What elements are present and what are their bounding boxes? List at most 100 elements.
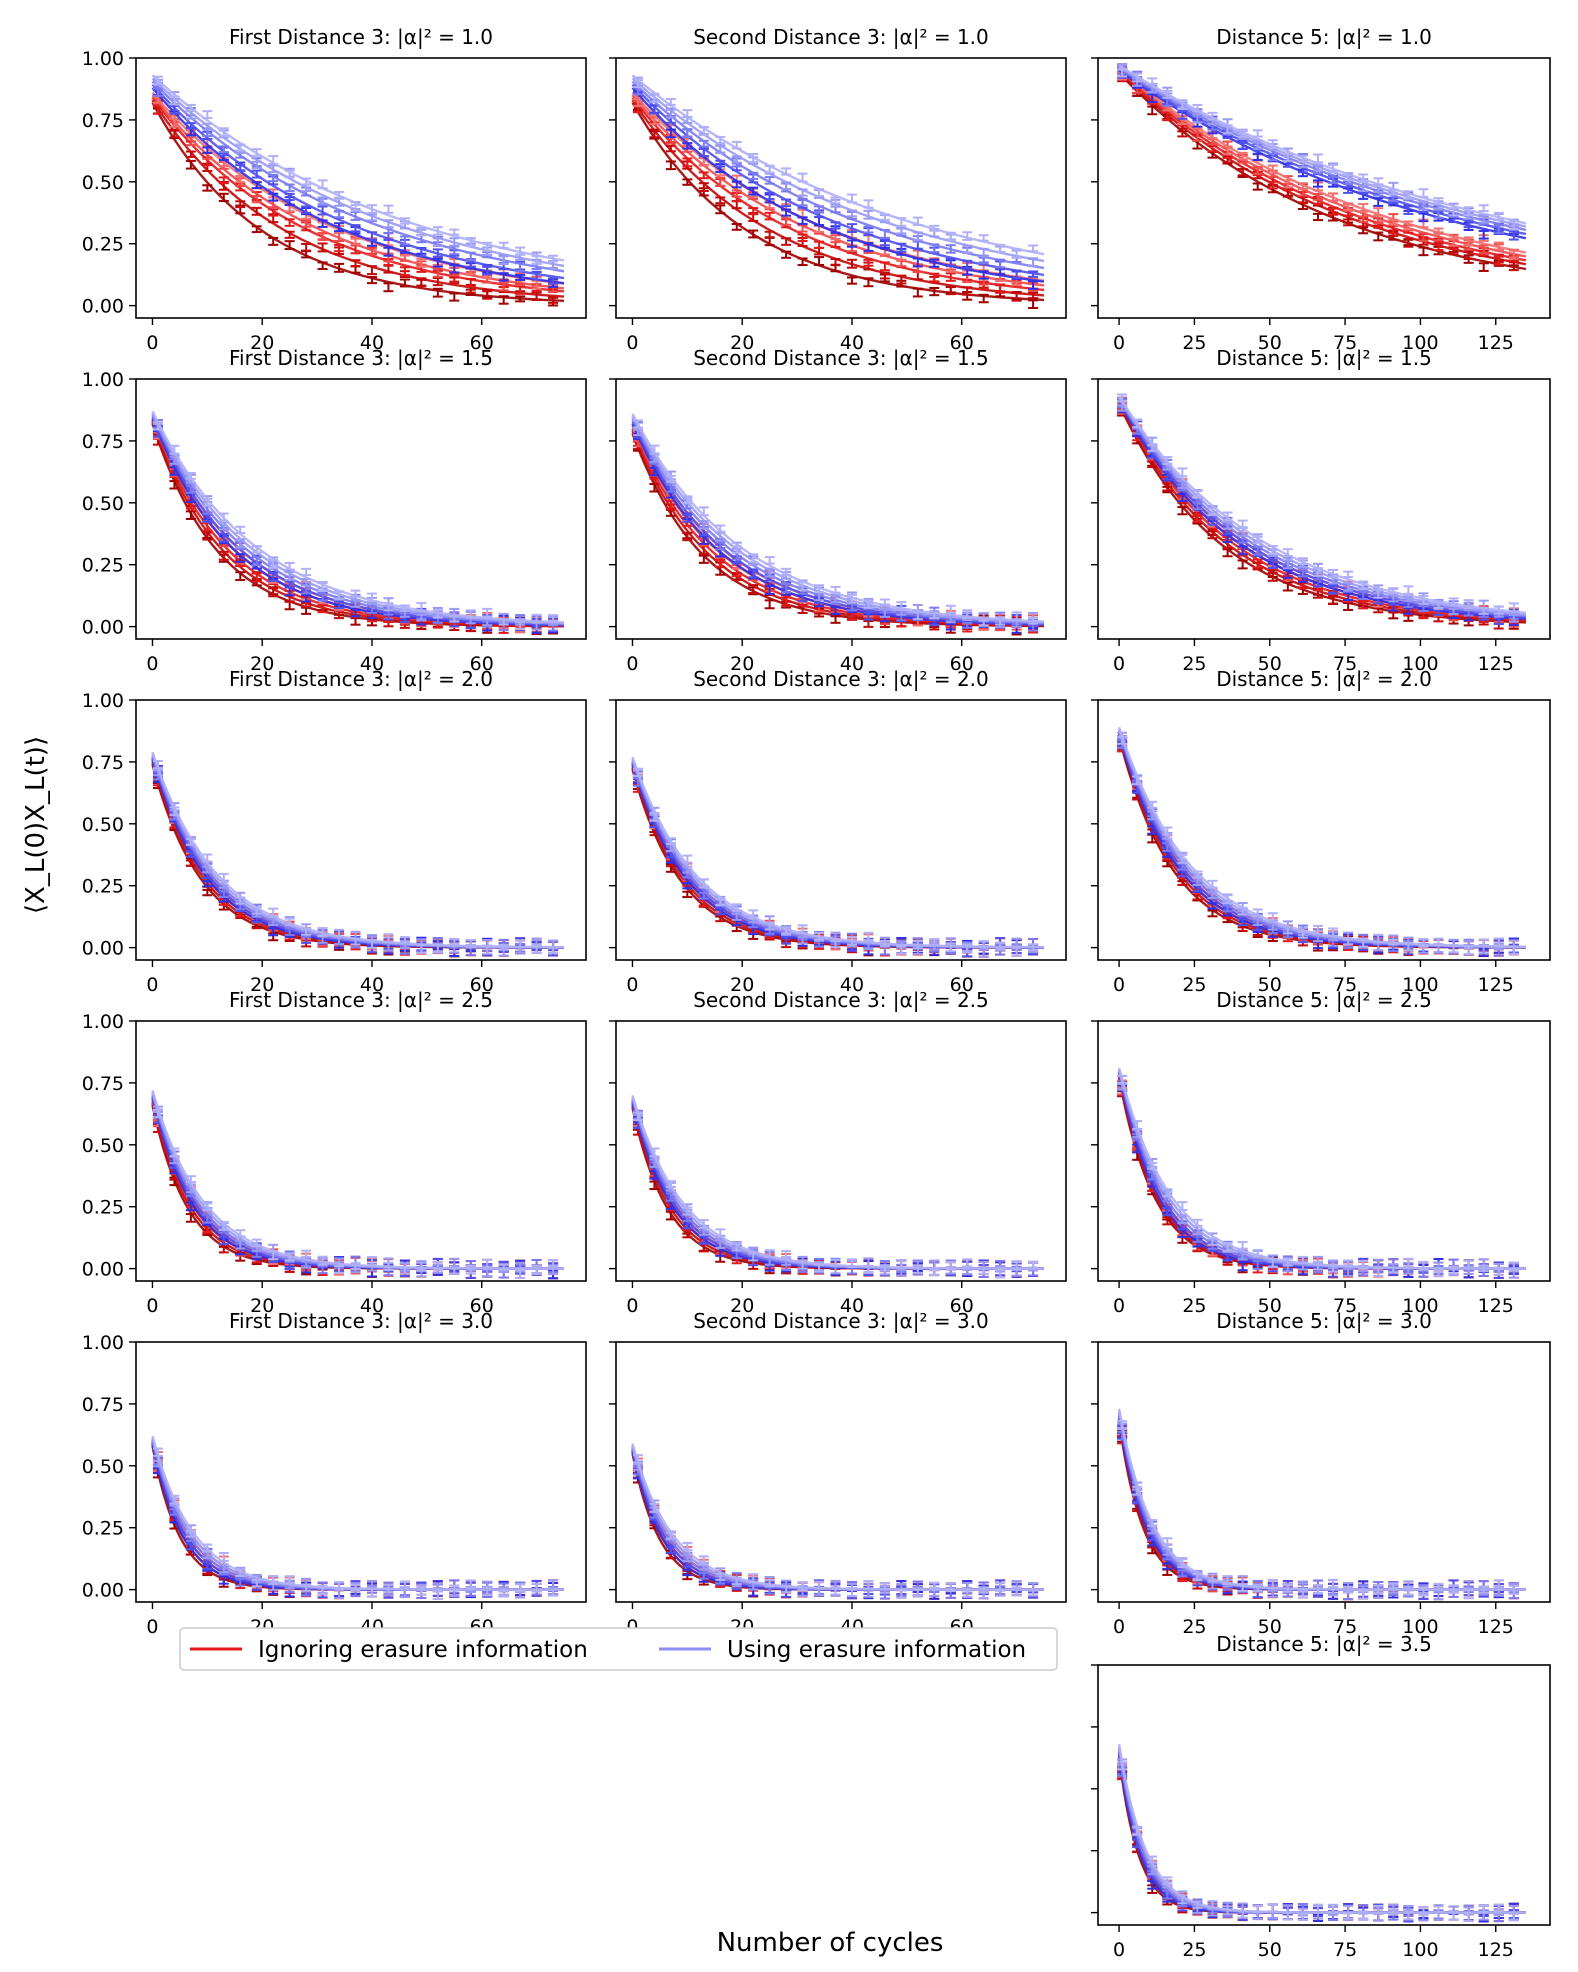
blue-data-point [268,907,279,918]
blue-data-point [498,272,509,282]
blue-data-point [465,609,476,619]
blue-data-point [317,196,328,205]
blue-data-point [399,217,410,225]
axes-frame [615,378,1067,640]
blue-data-point [383,602,394,612]
axes-frame [135,57,587,319]
blue-data-point [1343,570,1354,579]
blue-data-point [962,621,973,629]
blue-fit-curve-3 [631,418,1045,625]
blue-data-point [929,1269,940,1276]
axes-frame [1097,378,1551,640]
red-data-point [498,295,509,305]
x-tick-label: 60 [470,974,494,996]
x-tick-label: 20 [730,1295,754,1317]
blue-data-point [748,1251,759,1262]
subplot-15: Distance 5: |α|² = 3.0 0 25 50 75 100 125 [1091,1309,1551,1638]
blue-data-point [548,946,559,955]
blue-data-point [449,615,460,623]
blue-data-point [1373,1904,1384,1915]
red-data-point [1328,207,1339,216]
x-tick-label: 100 [1402,974,1438,996]
blue-data-point [715,144,726,155]
blue-data-point [1252,152,1263,161]
blue-data-point [649,811,660,822]
blue-data-point [1282,559,1293,570]
red-data-point [218,192,229,202]
plot-area [631,413,1045,636]
blue-data-point [632,79,643,89]
red-data-point [1222,145,1233,156]
blue-data-point [649,1147,660,1158]
blue-data-point [1222,124,1233,135]
y-tick-label: 0.00 [82,296,124,318]
blue-data-point [1282,548,1293,558]
red-data-point [350,237,361,246]
plot-area [631,1094,1044,1279]
blue-data-point [1343,592,1354,602]
blue-data-point [814,931,825,941]
blue-data-point [482,607,493,618]
x-tick-label: 0 [626,653,638,675]
red-data-point [1222,548,1233,558]
blue-data-point [301,205,312,215]
blue-data-point [432,1590,443,1600]
blue-data-point [202,110,213,120]
red-data-point [1358,215,1369,223]
blue-data-point [185,838,196,846]
blue-data-point [1358,580,1369,591]
blue-data-point [1222,511,1233,522]
blue-data-point [301,1583,312,1592]
blue-data-point [1162,1876,1173,1886]
blue-data-point [498,255,509,266]
blue-data-point [548,254,559,263]
red-data-point [317,604,328,614]
red-data-point [896,259,907,268]
blue-data-point [945,231,956,242]
blue-data-point [748,553,759,564]
x-tick-label: 75 [1333,653,1357,675]
red-data-point [945,285,956,296]
blue-data-point [301,594,312,603]
red-data-point [531,291,542,301]
axes-frame [615,1341,1067,1603]
plot-area [1117,393,1527,630]
blue-data-point [682,142,693,150]
blue-data-point [1011,946,1022,957]
red-data-point [1177,127,1188,138]
blue-data-point [1358,590,1369,600]
blue-data-point [748,186,759,196]
red-data-point [284,230,295,239]
x-tick-label: 60 [470,653,494,675]
blue-data-point [1418,1270,1429,1278]
blue-data-point [764,585,775,595]
blue-data-point [1373,933,1384,944]
blue-data-point [781,198,792,208]
blue-data-point [945,623,956,631]
blue-data-point [978,1586,989,1594]
blue-data-point [1478,1904,1489,1913]
red-data-point [1433,241,1444,251]
axes-frame [135,1020,587,1282]
red-data-point [682,890,693,899]
blue-data-point [1282,152,1293,162]
red-fit-curve-4 [631,94,1045,287]
blue-data-point [962,1258,973,1268]
axes-frame [135,699,587,961]
x-tick-label: 0 [626,332,638,354]
red-data-point [1493,241,1504,251]
blue-data-point [797,216,808,225]
blue-data-point [465,236,476,247]
blue-data-point [350,589,361,598]
blue-data-point [202,879,213,888]
blue-data-point [366,204,377,214]
subplot-title: Distance 5: |α|² = 2.5 [1216,988,1432,1012]
red-data-point [268,236,279,246]
red-data-point [235,200,246,209]
blue-data-point [366,213,377,222]
red-data-point [879,271,890,280]
blue-data-point [1192,501,1203,511]
blue-data-point [797,1581,808,1592]
blue-data-point [781,583,792,594]
red-data-point [1343,602,1354,611]
